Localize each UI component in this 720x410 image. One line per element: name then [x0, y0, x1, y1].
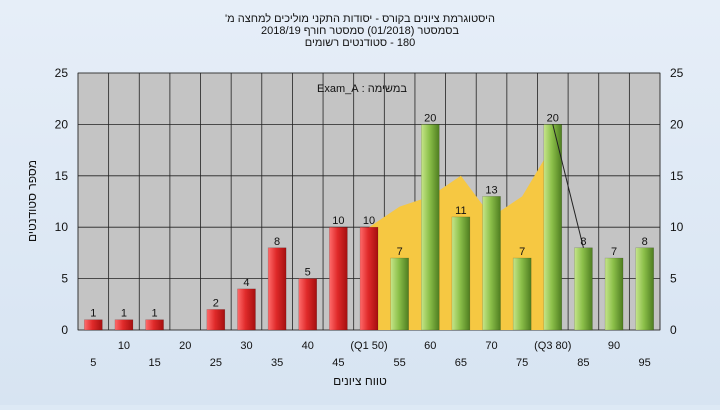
data-label: 7	[611, 246, 617, 258]
y-tick-labels-left: 0 5 10 15 20 25	[55, 66, 69, 337]
data-label: 7	[519, 246, 525, 258]
data-label: 1	[152, 308, 158, 320]
x-tick-label: 55	[394, 357, 406, 369]
chart-header-line3: 180 - סטודנטים רשומים	[305, 37, 416, 49]
data-label: 8	[274, 236, 280, 248]
bar-90	[604, 257, 624, 331]
data-label: 1	[121, 308, 127, 320]
x-tick-label: 90	[608, 340, 620, 352]
x-tick-label: 25	[210, 357, 222, 369]
bar-5	[84, 319, 103, 331]
y-tick-label: 0	[61, 323, 68, 337]
data-label: 7	[397, 246, 403, 258]
data-label: 5	[305, 267, 311, 279]
bar-95	[635, 247, 654, 331]
data-label: 20	[547, 112, 559, 124]
x-tick-label: (Q1 50)	[350, 340, 387, 352]
x-tick-label: 60	[424, 340, 436, 352]
bar-15	[145, 319, 164, 331]
x-tick-label: 35	[271, 357, 283, 369]
bar-25	[206, 309, 226, 331]
x-tick-label: 15	[148, 357, 160, 369]
y-tick-label: 25	[55, 66, 69, 80]
y-tick-label: 15	[670, 169, 684, 183]
data-label: 13	[485, 184, 497, 196]
bar-40	[298, 278, 317, 331]
y-tick-label: 0	[670, 323, 677, 337]
x-tick-label: 75	[516, 357, 528, 369]
bar-30	[237, 288, 256, 331]
x-tick-label: 20	[179, 340, 191, 352]
data-label: 1	[90, 308, 96, 320]
data-label: 8	[642, 236, 648, 248]
y-tick-label: 20	[55, 117, 69, 131]
exam-label: במשימה : Exam_A	[317, 83, 407, 95]
data-label: 4	[243, 277, 249, 289]
y-tick-label: 10	[670, 220, 684, 234]
bar-75	[512, 257, 532, 331]
x-tick-label: 65	[455, 357, 467, 369]
data-label: 10	[332, 215, 344, 227]
x-axis-label: טווח ציונים	[333, 374, 387, 388]
data-label: 11	[455, 205, 466, 217]
x-tick-label: 85	[577, 357, 589, 369]
bar-70	[482, 196, 501, 331]
x-tick-label: 10	[118, 340, 130, 352]
bar-Q1-50	[359, 226, 379, 331]
bar-45	[329, 226, 348, 331]
bar-85	[574, 247, 593, 331]
y-tick-label: 25	[670, 66, 684, 80]
y-tick-label: 15	[55, 169, 69, 183]
y-tick-labels-right: 0 5 10 15 20 25	[670, 66, 684, 337]
x-tick-label: 40	[302, 340, 314, 352]
data-label: 2	[213, 297, 219, 309]
data-label: 10	[363, 215, 375, 227]
bar-60	[421, 124, 440, 331]
overlay-line	[552, 124, 584, 248]
x-tick-label: 95	[639, 357, 651, 369]
bar-55	[390, 257, 409, 331]
x-tick-label: 5	[90, 357, 96, 369]
bar-65	[451, 216, 471, 331]
chart-header-line2: בסמסטר (01/2018) סמסטר חורף 2018/19	[261, 25, 459, 37]
y-tick-label: 5	[61, 272, 68, 286]
bar-10	[114, 319, 134, 331]
bars	[84, 124, 654, 331]
data-label: 8	[580, 236, 586, 248]
y-axis-label: מספר סטודנטים	[25, 160, 39, 242]
bar-Q3-80	[543, 124, 563, 331]
x-tick-label: 70	[485, 340, 497, 352]
y-tick-label: 20	[670, 117, 684, 131]
data-label: 20	[424, 112, 436, 124]
y-tick-label: 10	[55, 220, 69, 234]
x-tick-label: 30	[240, 340, 252, 352]
x-tick-labels: 5 10 15 20 25 30 35 40 45 (Q1 50) 55 60 65 70 75 (Q3 80…	[90, 340, 651, 369]
x-tick-label: 45	[332, 357, 344, 369]
y-tick-label: 5	[670, 272, 677, 286]
chart-header-line1: היסטוגרמת ציונים בקורס - יסודות התקני מו…	[225, 12, 495, 25]
x-tick-label: (Q3 80)	[534, 340, 571, 352]
bar-35	[267, 247, 287, 331]
